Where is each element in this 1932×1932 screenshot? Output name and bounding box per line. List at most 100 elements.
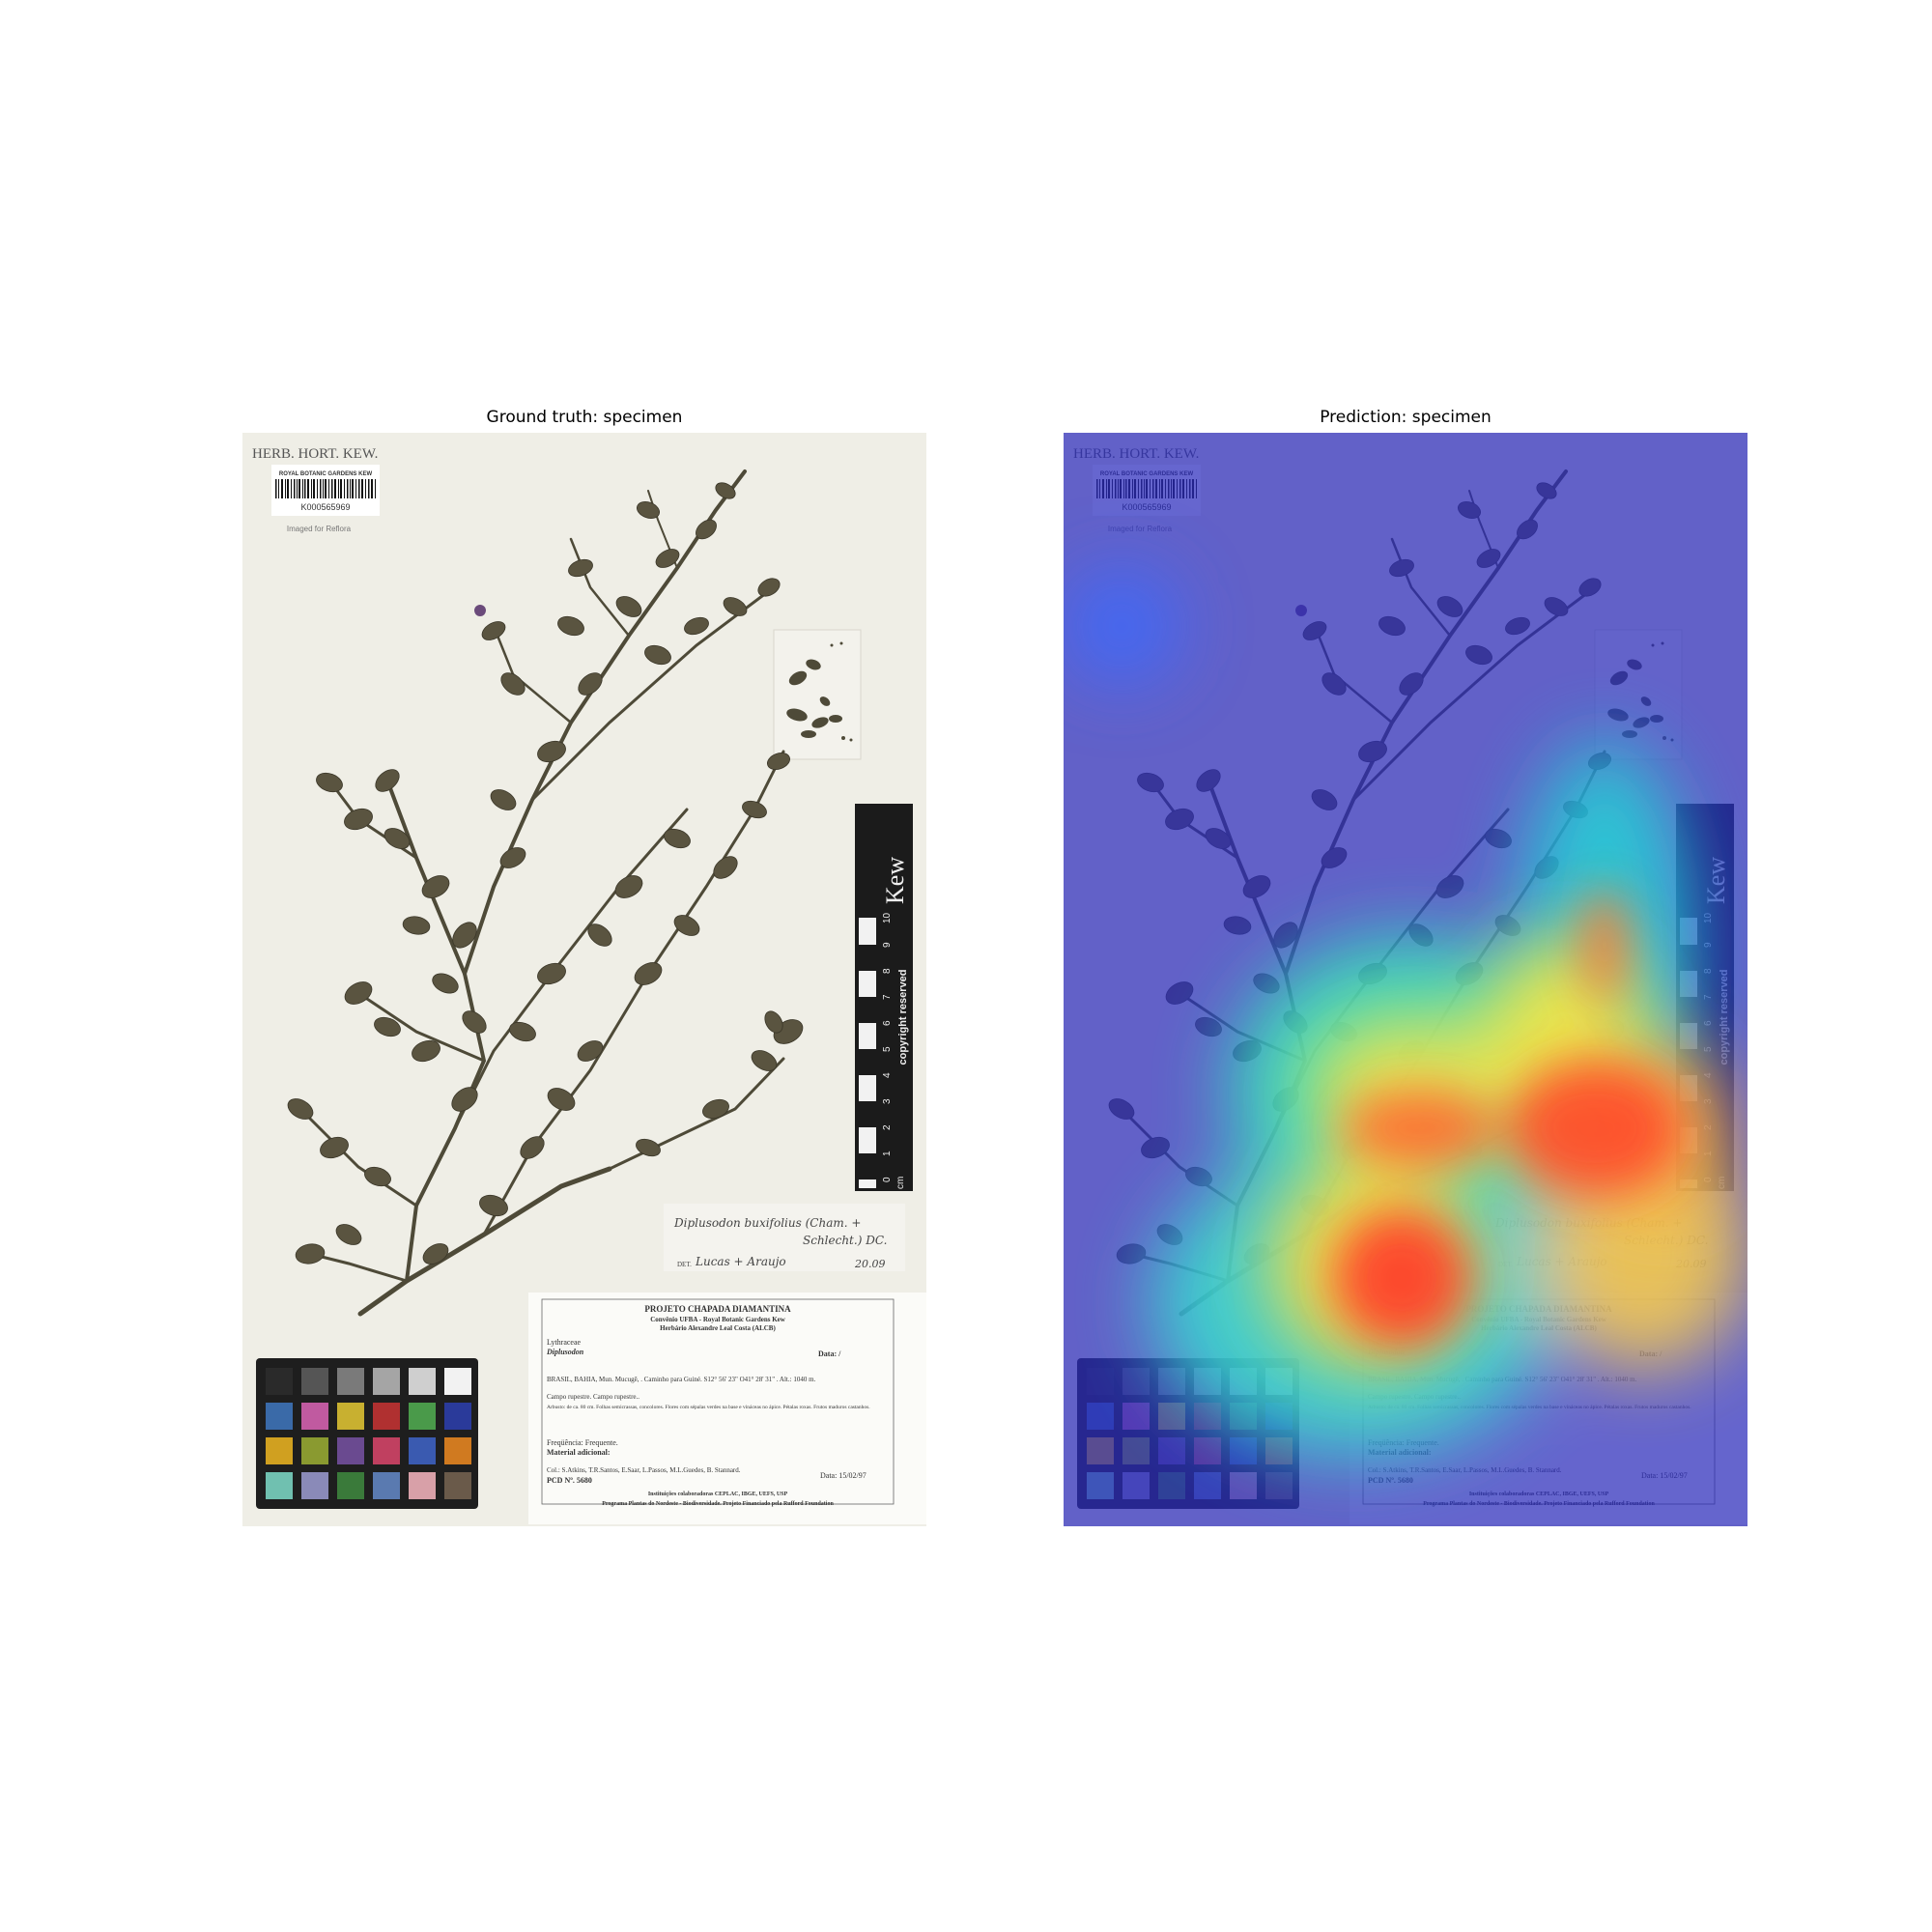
- color-patch: [373, 1403, 400, 1430]
- label-program: Programa Plantas do Nordeste - Biodivers…: [602, 1501, 834, 1507]
- color-patch: [409, 1403, 436, 1430]
- label-program: Programa Plantas do Nordeste - Biodivers…: [1423, 1501, 1655, 1507]
- scale-tick-4: 4: [882, 1072, 893, 1078]
- label-genus: Diplusodon: [546, 1348, 584, 1356]
- det-determiner: Lucas + Araujo: [1516, 1255, 1607, 1268]
- color-patch: [444, 1368, 471, 1395]
- label-family: Lythraceae: [1368, 1338, 1403, 1347]
- color-patch: [1158, 1472, 1185, 1499]
- color-patch: [1158, 1437, 1185, 1464]
- fragment-packet: [773, 629, 862, 760]
- scale-tick-2: 2: [882, 1124, 893, 1130]
- barcode: [275, 479, 376, 498]
- scale-tick-0: 0: [882, 1177, 893, 1182]
- flower: [474, 605, 486, 616]
- color-patch: [444, 1437, 471, 1464]
- scale-tick-1: 1: [882, 1151, 893, 1156]
- label-material: Material adicional:: [547, 1448, 611, 1457]
- barcode-id: K000565969: [1122, 502, 1171, 512]
- label-description: Arbusto: de ca. 80 cm. Folhas semicrassa…: [547, 1405, 870, 1410]
- label-data: Data: /: [1639, 1350, 1662, 1358]
- scale-bar: Kew copyright reserved 10 9 8 7 6 5 4 3 …: [1676, 804, 1734, 1191]
- label-project: PROJETO CHAPADA DIAMANTINA: [644, 1304, 791, 1314]
- color-patch: [266, 1437, 293, 1464]
- color-patch: [1230, 1403, 1257, 1430]
- scale-tick-5: 5: [882, 1046, 893, 1052]
- color-patch: [1087, 1472, 1114, 1499]
- det-name-line2: Schlecht.) DC.: [803, 1234, 887, 1247]
- color-patch: [1265, 1472, 1293, 1499]
- specimen-sheet-copy: HERB. HORT. KEW. ROYAL BOTANIC GARDENS K…: [1064, 433, 1747, 1526]
- label-convenio: Convênio UFBA - Royal Botanic Gardens Ke…: [1471, 1316, 1607, 1323]
- plant-leaves: [287, 482, 804, 1264]
- label-habitat: Campo rupestre. Campo rupestre..: [547, 1393, 639, 1401]
- color-patch: [1194, 1368, 1221, 1395]
- panel-title-prediction: Prediction: specimen: [1320, 408, 1492, 427]
- color-patch: [1158, 1368, 1185, 1395]
- color-patch: [409, 1437, 436, 1464]
- det-determiner: Lucas + Araujo: [695, 1255, 786, 1268]
- scale-copyright: copyright reserved: [897, 969, 909, 1065]
- herbarium-header: HERB. HORT. KEW.: [252, 446, 378, 462]
- prediction-panel: HERB. HORT. KEW. ROYAL BOTANIC GARDENS K…: [1064, 433, 1747, 1526]
- color-patch: [1265, 1368, 1293, 1395]
- scale-tick-3: 3: [1703, 1098, 1714, 1104]
- herbarium-header: HERB. HORT. KEW.: [1073, 446, 1199, 462]
- color-patch: [1122, 1368, 1150, 1395]
- barcode-org: ROYAL BOTANIC GARDENS KEW: [279, 471, 373, 477]
- label-collectors: Col.: S.Atkins, T.R.Santos, E.Saar, L.Pa…: [547, 1466, 741, 1474]
- label-date: Data: 15/02/97: [1641, 1471, 1688, 1480]
- panel-title-ground-truth: Ground truth: specimen: [486, 408, 683, 427]
- label-data: Data: /: [818, 1350, 841, 1358]
- scale-tick-1: 1: [1703, 1151, 1714, 1156]
- color-patch: [1194, 1437, 1221, 1464]
- color-patch: [1087, 1403, 1114, 1430]
- label-description: Arbusto: de ca. 80 cm. Folhas semicrassa…: [1368, 1405, 1691, 1410]
- label-project: PROJETO CHAPADA DIAMANTINA: [1465, 1304, 1612, 1314]
- imaged-for-note: Imaged for Reflora: [287, 525, 352, 533]
- det-year: 20.09: [854, 1258, 886, 1270]
- color-patch: [301, 1472, 328, 1499]
- scale-tick-6: 6: [882, 1020, 893, 1026]
- label-herbarium: Herbário Alexandre Leal Costa (ALCB): [660, 1324, 776, 1332]
- color-patch: [1265, 1437, 1293, 1464]
- color-patch: [301, 1368, 328, 1395]
- color-patch: [1122, 1403, 1150, 1430]
- label-habitat: Campo rupestre. Campo rupestre..: [1368, 1393, 1461, 1401]
- color-patch: [266, 1472, 293, 1499]
- color-patch: [1230, 1368, 1257, 1395]
- color-patch: [266, 1403, 293, 1430]
- scale-tick-6: 6: [1703, 1020, 1714, 1026]
- scale-tick-3: 3: [882, 1098, 893, 1104]
- scale-tick-5: 5: [1703, 1046, 1714, 1052]
- packet-fragments: [786, 641, 853, 742]
- color-patch: [444, 1403, 471, 1430]
- color-patch: [1087, 1368, 1114, 1395]
- collection-label: PROJETO CHAPADA DIAMANTINA Convênio UFBA…: [528, 1293, 926, 1524]
- color-patch: [337, 1472, 364, 1499]
- color-patch: [1087, 1437, 1114, 1464]
- label-locality: BRASIL, BAHIA, Mun. Mucugê, . Caminho pa…: [1368, 1376, 1637, 1383]
- color-patch: [301, 1437, 328, 1464]
- label-material: Material adicional:: [1368, 1448, 1432, 1457]
- color-patch: [1194, 1403, 1221, 1430]
- scale-tick-10: 10: [882, 912, 893, 923]
- color-patch: [1194, 1472, 1221, 1499]
- ground-truth-panel: HERB. HORT. KEW. ROYAL BOTANIC GARDENS K…: [242, 433, 926, 1526]
- color-patch: [1158, 1403, 1185, 1430]
- label-institutions: Instituições colaboradoras CEPLAC, IBGE,…: [648, 1492, 788, 1497]
- color-patch: [301, 1403, 328, 1430]
- scale-tick-9: 9: [882, 942, 893, 948]
- scale-tick-7: 7: [882, 994, 893, 1000]
- color-patch: [409, 1368, 436, 1395]
- scale-tick-8: 8: [1703, 968, 1714, 974]
- scale-tick-4: 4: [1703, 1072, 1714, 1078]
- scale-brand: Kew: [881, 857, 909, 904]
- label-genus: Diplusodon: [1367, 1348, 1406, 1356]
- det-year: 20.09: [1675, 1258, 1707, 1270]
- scale-copyright: copyright reserved: [1719, 969, 1730, 1065]
- barcode-org: ROYAL BOTANIC GARDENS KEW: [1100, 471, 1194, 477]
- label-pcd: PCD Nº. 5680: [547, 1476, 592, 1485]
- flower: [1295, 605, 1307, 616]
- color-patch: [1122, 1437, 1150, 1464]
